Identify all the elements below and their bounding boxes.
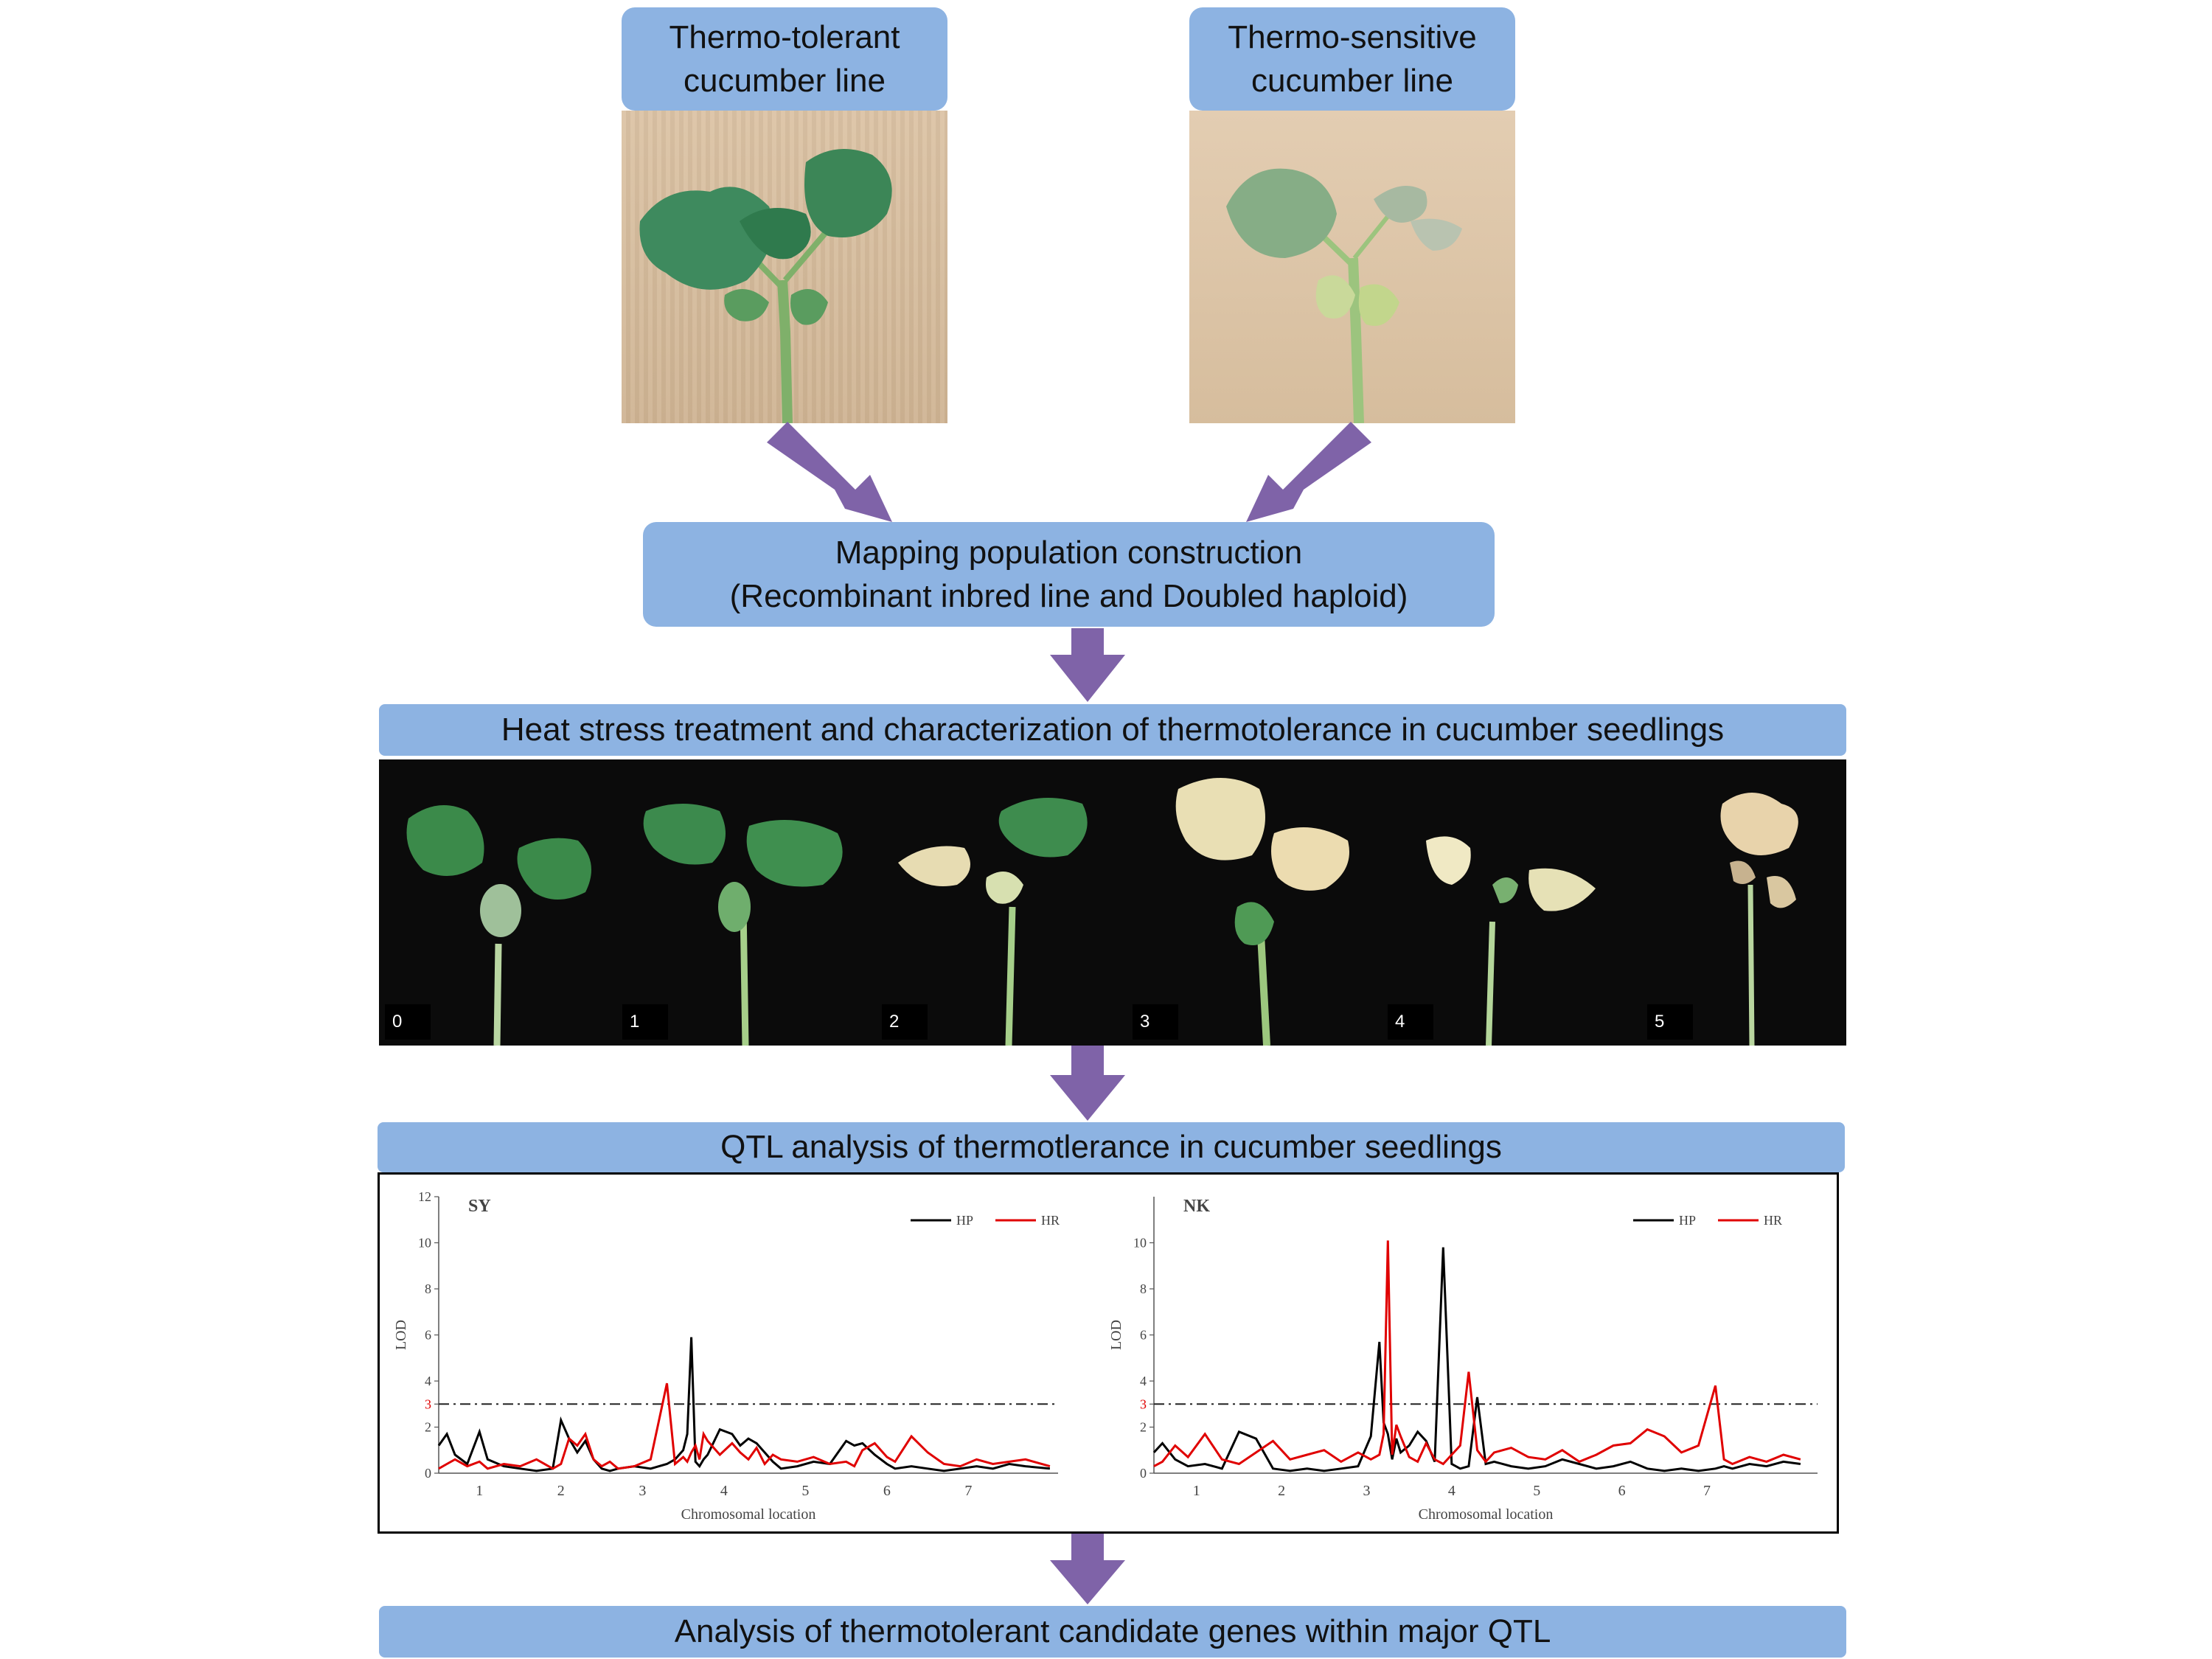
arrow-tolerant-to-mapping [767, 422, 892, 522]
chart-sy-title: SY [468, 1197, 491, 1216]
chart-nk-ytick-label: 8 [1140, 1281, 1147, 1296]
chart-sy-xlabel: Chromosomal location [681, 1506, 816, 1523]
chart-nk-chromosome-label: 4 [1448, 1483, 1455, 1499]
score-label-5: 5 [1647, 1004, 1693, 1040]
chart-nk-chromosome-label: 3 [1363, 1483, 1370, 1499]
chart-nk-legend-label-hr: HR [1764, 1213, 1782, 1228]
heat-stress-title-band: Heat stress treatment and characterizati… [379, 704, 1846, 756]
arrow-heat-stress-to-qtl [1050, 1044, 1125, 1121]
chart-sy-series-hr [438, 1382, 1051, 1470]
thermo-tolerant-label-line2: cucumber line [684, 63, 886, 99]
thermo-tolerant-label-line1: Thermo-tolerant [669, 18, 900, 55]
thermo-sensitive-plant-photo [1189, 111, 1515, 423]
chart-sy-ytick-label: 6 [425, 1328, 431, 1343]
final-title-band: Analysis of thermotolerant candidate gen… [379, 1606, 1846, 1658]
seedling-2-illustration [898, 798, 1088, 1046]
chart-nk-xlabel: Chromosomal location [1419, 1506, 1554, 1523]
chart-nk-chromosome-label: 2 [1278, 1483, 1285, 1499]
chart-sy-ytick-label: 2 [425, 1420, 431, 1435]
chart-sy-chromosome-label: 4 [720, 1483, 728, 1499]
chart-nk-ytick-label: 3 [1140, 1397, 1147, 1411]
score-label-2: 2 [882, 1004, 928, 1040]
chart-sy-chromosome-label: 7 [964, 1483, 972, 1499]
chart-sy-chromosome-label: 5 [801, 1483, 809, 1499]
chart-sy-ytick-label: 10 [418, 1236, 431, 1251]
seedling-panel-4: 4 [1382, 759, 1641, 1046]
mapping-population-line2: (Recombinant inbred line and Doubled hap… [729, 578, 1408, 614]
chart-nk-ylabel: LOD [1108, 1320, 1124, 1350]
chart-nk-title: NK [1183, 1197, 1210, 1216]
score-label-0: 0 [385, 1004, 431, 1040]
chart-nk-ytick-label: 2 [1140, 1420, 1147, 1435]
heat-stress-title: Heat stress treatment and characterizati… [501, 712, 1725, 748]
chart-nk-ytick-label: 0 [1140, 1466, 1147, 1481]
thermo-tolerant-plant-photo [622, 111, 947, 423]
seedling-panel-5: 5 [1641, 759, 1846, 1046]
qtl-title: QTL analysis of thermotlerance in cucumb… [720, 1129, 1502, 1165]
chart-nk-chromosome-label: 6 [1618, 1483, 1626, 1499]
chart-sy-legend-label-hp: HP [956, 1213, 973, 1228]
chart-sy-chromosome-label: 2 [557, 1483, 565, 1499]
chart-sy-chromosome-label: 3 [639, 1483, 646, 1499]
chart-sy-ytick-label: 12 [418, 1189, 431, 1204]
arrow-sensitive-to-mapping [1246, 422, 1371, 522]
chart-sy-legend-label-hr: HR [1041, 1213, 1060, 1228]
thermo-tolerant-label-box: Thermo-tolerant cucumber line [622, 7, 947, 111]
chart-sy-ytick-label: 4 [425, 1374, 431, 1388]
sensitive-plant-illustration [1226, 168, 1462, 423]
chart-nk-series-hr [1153, 1240, 1801, 1467]
thermo-sensitive-label-box: Thermo-sensitive cucumber line [1189, 7, 1515, 111]
mapping-population-line1: Mapping population construction [835, 534, 1303, 571]
chart-sy-ytick-label: 0 [425, 1466, 431, 1481]
chart-sy-ylabel: LOD [393, 1320, 409, 1350]
score-label-1: 1 [622, 1004, 668, 1040]
seedling-panel-3: 3 [1127, 759, 1382, 1046]
thermo-sensitive-label-line2: cucumber line [1251, 63, 1453, 99]
seedling-panel-0: 0 [379, 759, 616, 1046]
arrow-qtl-to-final [1050, 1532, 1125, 1604]
chart-nk-chromosome-label: 5 [1533, 1483, 1540, 1499]
tolerant-plant-illustration [639, 149, 892, 423]
seedling-4-illustration [1426, 836, 1596, 1046]
chart-nk-legend-label-hp: HP [1679, 1213, 1696, 1228]
thermo-sensitive-label-line1: Thermo-sensitive [1228, 18, 1477, 55]
seedling-5-illustration [1720, 793, 1798, 1046]
chart-nk-series-hp [1152, 1247, 1801, 1472]
final-title: Analysis of thermotolerant candidate gen… [674, 1613, 1551, 1649]
qtl-chart-frame: 0 2 3 4 6 8 10 12 1 2 3 4 5 6 7 Chromosomal location LOD… [378, 1172, 1839, 1534]
chart-sy-ytick-label: 8 [425, 1281, 431, 1296]
seedling-0-illustration [406, 805, 591, 1046]
chart-sy-chromosome-label: 1 [476, 1483, 483, 1499]
chart-nk-chromosome-label: 7 [1703, 1483, 1711, 1499]
chart-nk-ytick-label: 4 [1140, 1374, 1147, 1388]
chart-sy-ytick-label: 3 [425, 1397, 431, 1411]
score-label-3: 3 [1133, 1004, 1178, 1040]
seedling-panel-1: 1 [616, 759, 876, 1046]
chart-nk-ytick-label: 10 [1133, 1236, 1147, 1251]
mapping-population-box: Mapping population construction (Recombi… [643, 522, 1495, 627]
arrow-mapping-to-heat-stress [1050, 628, 1125, 702]
chart-nk-ytick-label: 6 [1140, 1328, 1147, 1343]
seedling-1-illustration [643, 804, 843, 1046]
seedling-panel-2: 2 [876, 759, 1127, 1046]
qtl-title-band: QTL analysis of thermotlerance in cucumb… [378, 1122, 1845, 1172]
chart-sy-chromosome-label: 6 [883, 1483, 891, 1499]
score-label-4: 4 [1388, 1004, 1433, 1040]
seedling-3-illustration [1175, 778, 1349, 1046]
chart-nk-chromosome-label: 1 [1193, 1483, 1200, 1499]
seedling-score-strip: 0 1 2 3 [379, 759, 1846, 1046]
